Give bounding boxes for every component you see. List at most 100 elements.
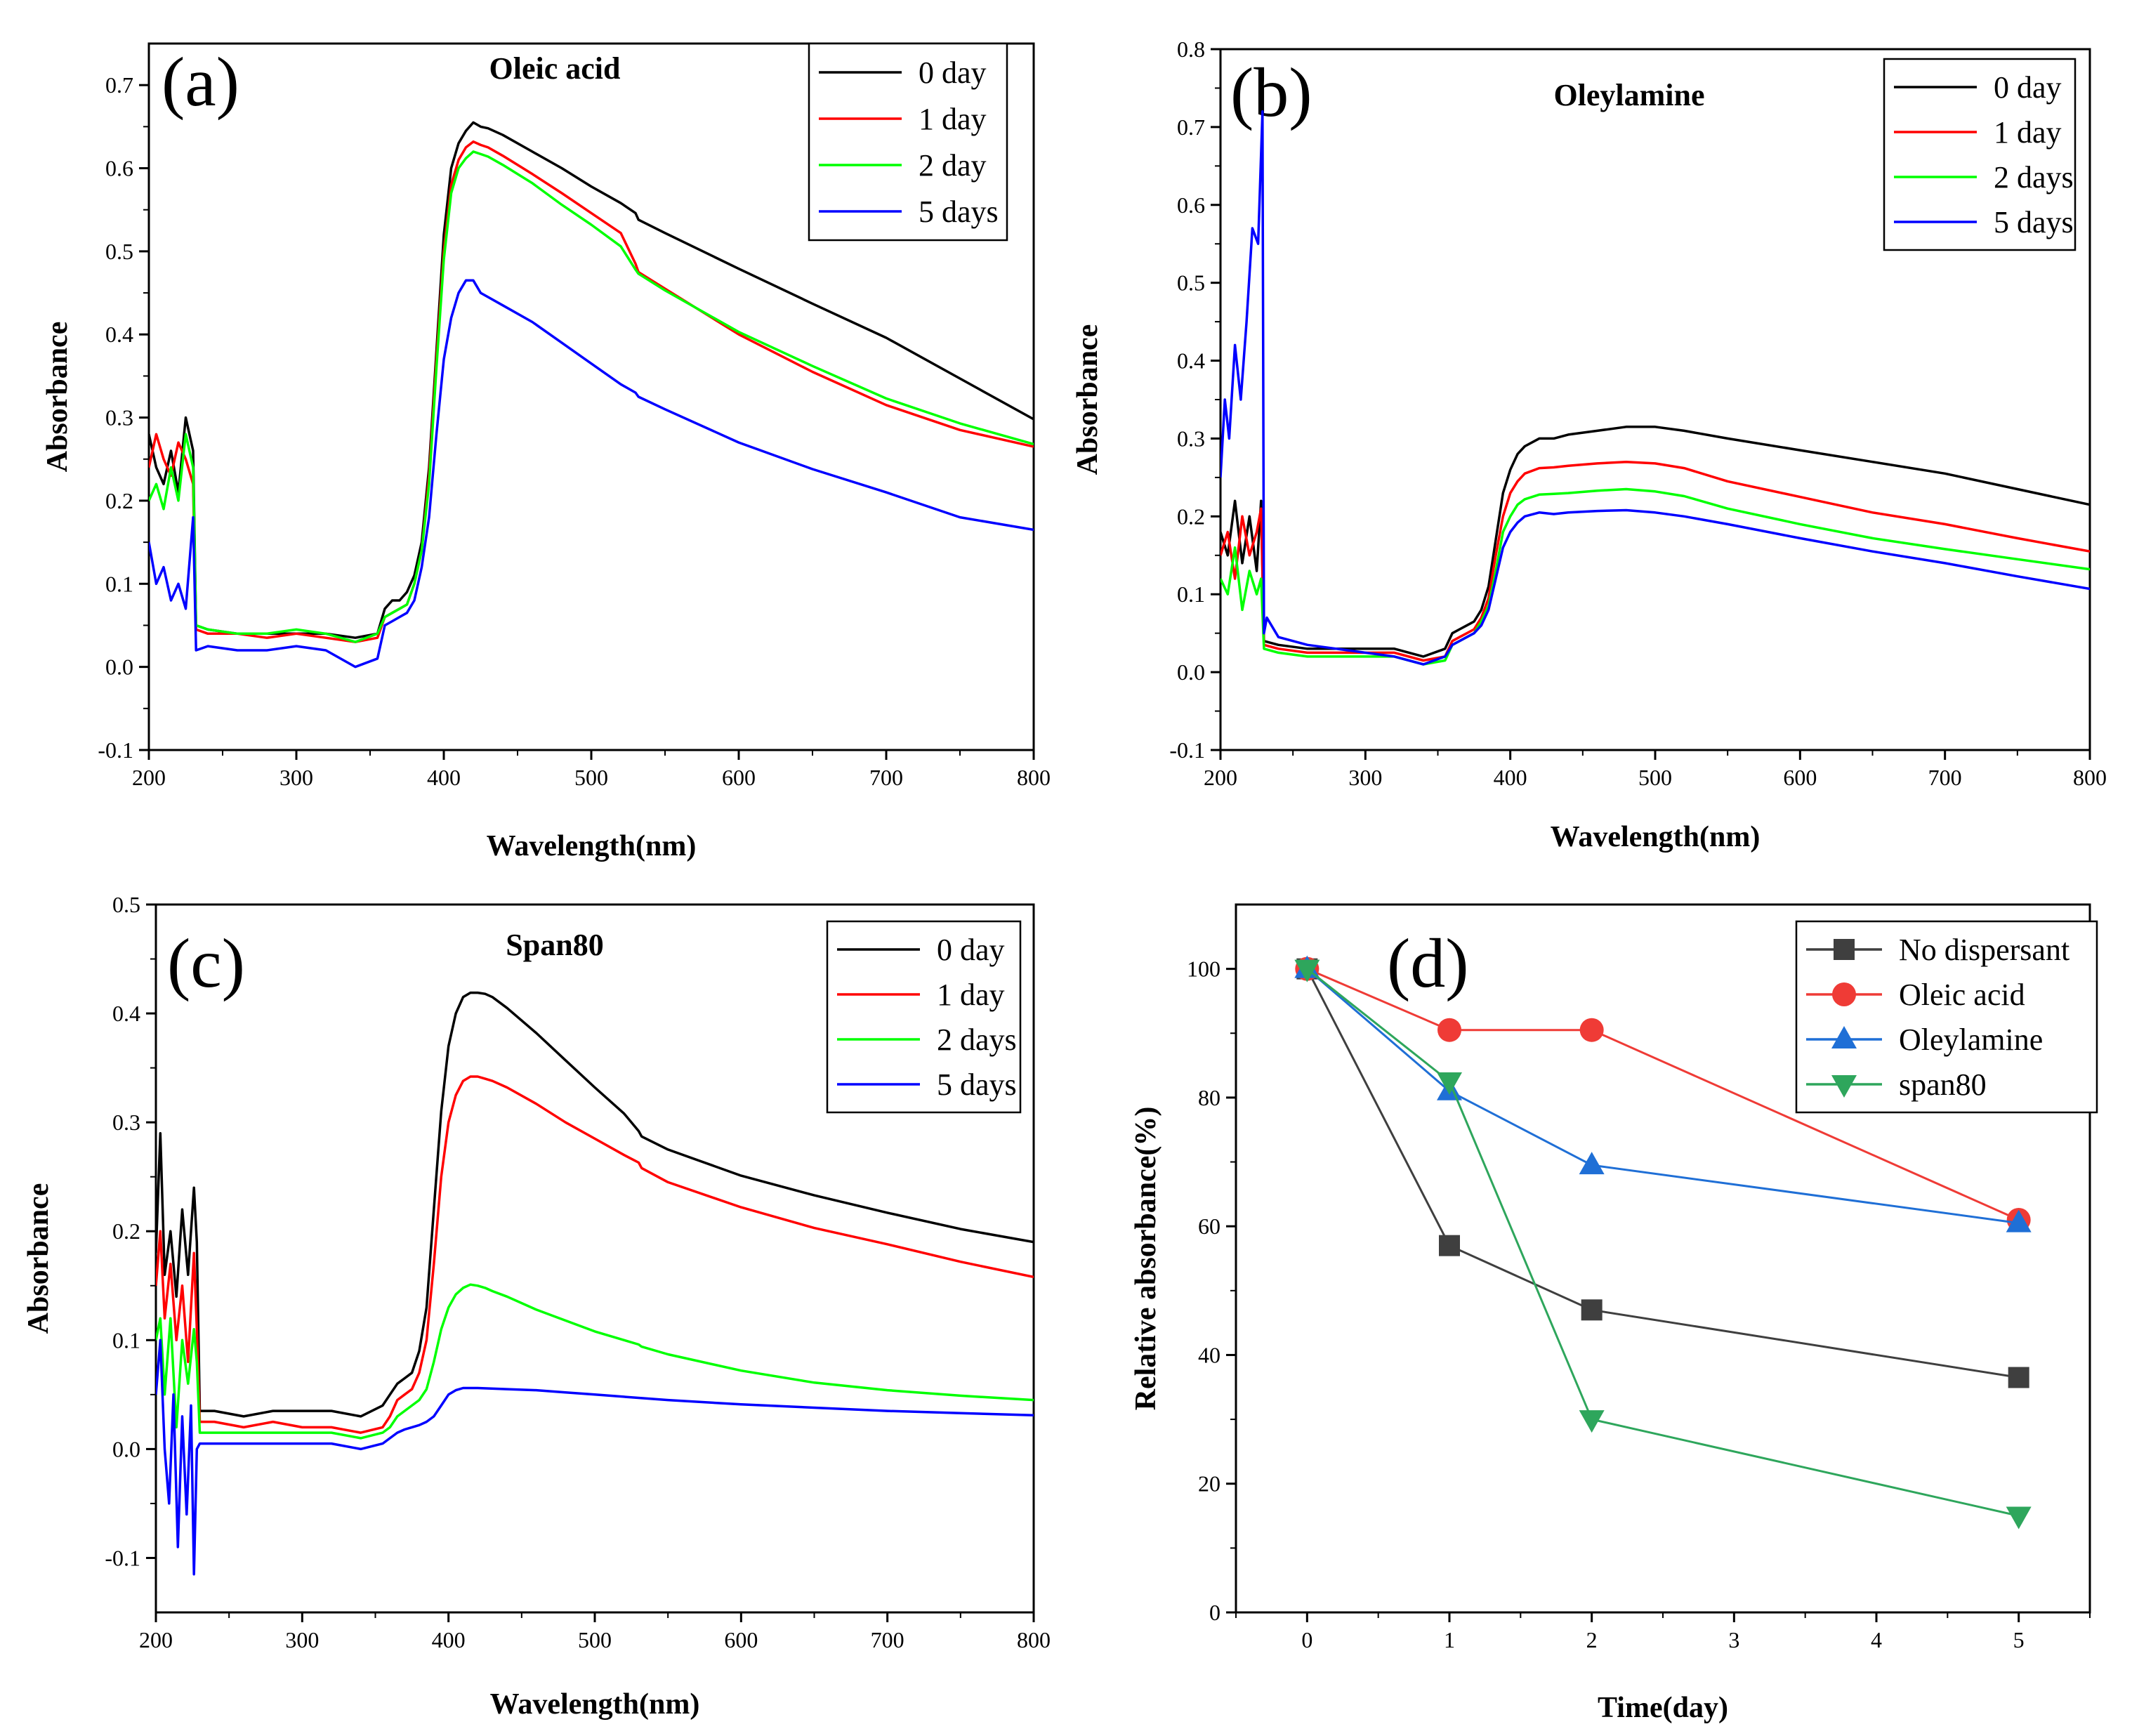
series-group (156, 991, 1034, 1576)
x-tick-label: 800 (1017, 1627, 1051, 1652)
y-tick-label: 80 (1198, 1085, 1220, 1110)
data-point (1579, 1018, 1604, 1042)
legend-label: 2 day (919, 148, 987, 183)
x-axis-title: Wavelength(nm) (1551, 821, 1761, 853)
x-tick-label: 2 (1586, 1627, 1598, 1652)
x-tick-label: 1 (1444, 1627, 1455, 1652)
x-tick-label: 400 (1494, 765, 1527, 790)
y-tick-label: 0.4 (105, 322, 133, 347)
legend: No dispersant Oleic acid Oleylamine span80 (1795, 920, 2098, 1114)
x-tick-label: 700 (871, 1627, 904, 1652)
series-line-2-days (1220, 487, 2090, 666)
y-tick-label: 0.8 (1177, 37, 1205, 62)
data-point (1579, 1152, 1605, 1175)
y-tick-label: 0.2 (105, 488, 133, 513)
legend-label: 5 days (1994, 205, 2074, 239)
x-axis-title: Wavelength(nm) (487, 830, 697, 862)
data-point (2006, 1209, 2032, 1232)
x-axis-title: Wavelength(nm) (490, 1688, 700, 1721)
series-line-span80 (1306, 968, 2020, 1517)
series-line-1-day (156, 1075, 1034, 1434)
y-tick-label: 0.5 (112, 892, 140, 917)
panel-label: (b) (1230, 53, 1312, 131)
y-tick-label: 40 (1198, 1342, 1220, 1367)
series-line-no-dispersant (1305, 968, 2019, 1379)
y-axis-title: Absorbance (41, 322, 74, 473)
y-tick-label: 0.3 (1177, 426, 1205, 451)
legend: 0 day 1 day 2 days 5 days (1883, 58, 2077, 251)
chart-title: Span80 (506, 928, 603, 962)
legend-label: 5 days (919, 195, 999, 229)
chart-panel-c: 200 300 400 500 600 700 800 -0.1 0.0 0.1 0.2 0.3 0.4… (22, 892, 1051, 1721)
y-tick-label: 0.2 (112, 1218, 140, 1244)
x-tick-label: 300 (285, 1627, 319, 1652)
y-tick-label: 0.5 (105, 239, 133, 264)
legend-label: 2 days (937, 1022, 1017, 1057)
chart-title: Oleic acid (489, 51, 621, 86)
data-point (1437, 1018, 1461, 1042)
legend-label: 0 day (937, 933, 1005, 967)
chart-title: Oleylamine (1553, 78, 1704, 112)
y-tick-label: -0.1 (98, 737, 133, 763)
series-line-oleic-acid (1306, 968, 2020, 1221)
y-tick-label: 0.1 (1177, 581, 1205, 607)
x-tick-label: 800 (1017, 765, 1051, 790)
legend-label: 1 day (937, 978, 1005, 1012)
x-tick-label: 200 (139, 1627, 173, 1652)
y-axis-title: Relative absorbance(%) (1130, 1107, 1162, 1411)
y-tick-label: 20 (1198, 1471, 1220, 1497)
legend: 0 day 1 day 2 days 5 days (826, 920, 1022, 1114)
y-tick-label: 0.1 (105, 571, 133, 596)
legend-label: Oleylamine (1899, 1022, 2043, 1057)
x-tick-label: 5 (2013, 1627, 2025, 1652)
y-tick-label: 0.7 (1177, 114, 1205, 140)
y-tick-label: 0.0 (105, 655, 133, 680)
x-tick-label: 600 (722, 765, 756, 790)
legend-marker (1834, 939, 1855, 960)
x-tick-label: 200 (132, 765, 166, 790)
y-tick-label: 0.0 (112, 1436, 140, 1461)
data-point (1579, 1410, 1605, 1433)
data-point (2006, 1506, 2032, 1530)
legend-label: 0 day (1994, 70, 2062, 105)
y-tick-label: 60 (1198, 1214, 1220, 1239)
y-tick-label: 0.3 (112, 1110, 140, 1135)
x-tick-label: 500 (578, 1627, 612, 1652)
x-tick-label: 700 (869, 765, 903, 790)
legend-box (1883, 58, 2077, 251)
chart-panel-d: 0 1 2 3 4 5 0 20 40 60 80 100 Time(day) Relative abso… (1130, 903, 2098, 1724)
legend-marker (1832, 982, 1856, 1006)
legend-box (826, 920, 1022, 1114)
series-group (1294, 955, 2032, 1530)
legend-label: 1 day (1994, 115, 2062, 150)
y-tick-label: 0.2 (1177, 504, 1205, 529)
y-tick-label: 0.3 (105, 405, 133, 430)
y-tick-label: 0.6 (105, 156, 133, 181)
series-line-1-day (1220, 460, 2090, 662)
panel-label: (d) (1387, 924, 1469, 1002)
data-point (1439, 1235, 1460, 1256)
data-point (2008, 1367, 2029, 1388)
x-tick-label: 400 (427, 765, 461, 790)
legend-label: 1 day (919, 102, 987, 136)
data-point (1437, 1072, 1462, 1095)
series-line-oleylamine (1306, 968, 2019, 1225)
y-tick-label: 0.4 (112, 1001, 140, 1026)
legend-label: No dispersant (1899, 933, 2070, 967)
y-axis-title: Absorbance (22, 1183, 55, 1334)
y-tick-label: -0.1 (105, 1545, 140, 1570)
x-tick-label: 500 (1638, 765, 1672, 790)
series-line-5-days (1220, 110, 2090, 666)
y-tick-label: -0.1 (1169, 737, 1205, 763)
legend-label: Oleic acid (1899, 978, 2025, 1012)
x-axis-title: Time(day) (1598, 1692, 1728, 1724)
data-point (1294, 959, 1320, 982)
series-line-5-days (149, 279, 1034, 669)
x-tick-label: 800 (2073, 765, 2107, 790)
chart-panel-b: 200 300 400 500 600 700 800 -0.1 0.0 0.1 0.2 0.3 0.4… (1072, 37, 2107, 853)
legend-box (808, 42, 1008, 242)
series-group (149, 121, 1034, 669)
y-tick-label: 0.7 (105, 72, 133, 98)
series-line-5-days (156, 1339, 1034, 1576)
